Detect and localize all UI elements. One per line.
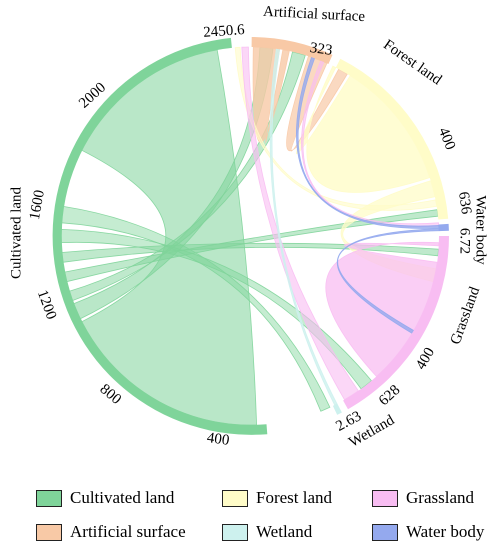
legend-label: Water body	[406, 522, 485, 541]
tick-label-cultivated-800: 800	[97, 381, 125, 408]
legend-item-wetland: Wetland	[208, 520, 358, 544]
ribbon-cultivated-6	[61, 205, 331, 412]
arc-grassland	[343, 236, 449, 410]
legend: Cultivated land Forest land Grassland Ar…	[22, 486, 492, 546]
swatch-wetland	[222, 523, 248, 541]
ribbon-forest-9	[295, 65, 431, 193]
legend-item-forest-land: Forest land	[208, 486, 358, 510]
group-total-artificial-surface: 323	[309, 40, 334, 59]
legend-label: Grassland	[406, 488, 474, 507]
legend-item-water-body: Water body	[358, 520, 492, 544]
legend-label: Wetland	[256, 522, 313, 541]
tick-label-grassland-400: 400	[413, 345, 438, 372]
tick-label-cultivated-400: 400	[206, 430, 231, 449]
group-label-artificial-surface: Artificial surface	[263, 4, 366, 25]
group-total-cultivated-land: 2450.6	[203, 22, 246, 41]
legend-label: Cultivated land	[70, 488, 175, 507]
ribbon-grassland-12	[325, 241, 440, 378]
arc-layer	[52, 37, 449, 435]
legend-item-cultivated-land: Cultivated land	[22, 486, 208, 510]
tick-label-cultivated-1200: 1200	[34, 288, 59, 322]
arc-water	[438, 223, 449, 232]
group-total-water-body: 6.72	[457, 228, 473, 254]
group-label-water-body: Water body	[473, 195, 489, 265]
swatch-forest-land	[222, 489, 248, 507]
tick-label-forest-400: 400	[435, 125, 458, 152]
swatch-artificial-surface	[36, 523, 62, 541]
ribbon-cultivated-4	[61, 242, 439, 263]
group-label-grassland: Grassland	[448, 284, 484, 346]
group-total-forest-land: 636	[455, 191, 474, 216]
group-label-forest-land: Forest land	[380, 37, 445, 89]
legend-label: Forest land	[256, 488, 333, 507]
ribbon-forest-11	[234, 46, 438, 211]
swatch-grassland	[372, 489, 398, 507]
arc-wetland	[332, 403, 342, 415]
swatch-cultivated-land	[36, 489, 62, 507]
legend-item-grassland: Grassland	[358, 486, 492, 510]
ribbon-layer	[60, 46, 440, 426]
tick-label-cultivated-1600: 1600	[27, 189, 48, 221]
chord-diagram: Cultivated land2450.6400800120016002000A…	[8, 4, 489, 451]
ribbon-grassland-13	[241, 46, 359, 401]
swatch-water-body	[372, 523, 398, 541]
legend-label: Artificial surface	[70, 522, 186, 541]
group-label-cultivated-land: Cultivated land	[8, 186, 24, 279]
arc-forest	[335, 58, 449, 220]
legend-item-artificial-surface: Artificial surface	[22, 520, 208, 544]
ribbon-water-16	[296, 56, 440, 229]
arc-artificial	[251, 37, 333, 64]
